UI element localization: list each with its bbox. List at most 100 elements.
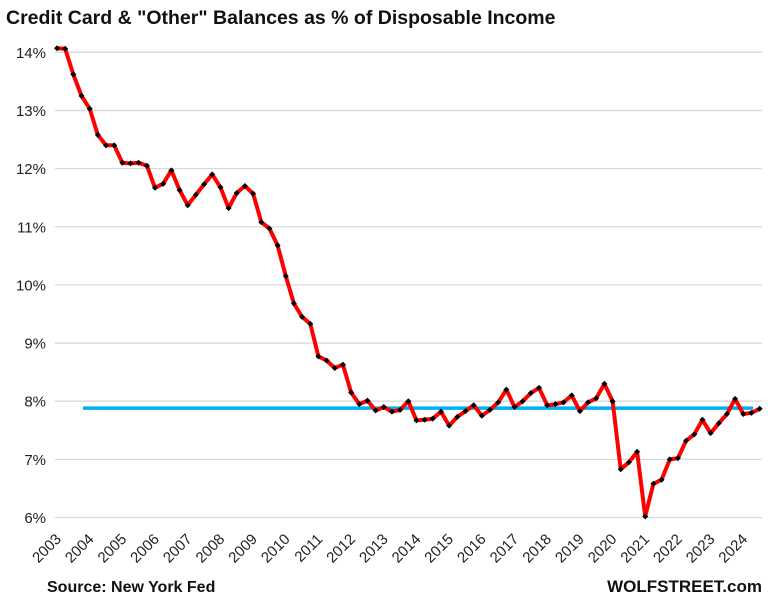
data-point bbox=[282, 273, 289, 280]
data-point bbox=[487, 406, 494, 413]
series-layer bbox=[54, 45, 763, 520]
data-point bbox=[397, 406, 404, 413]
data-point bbox=[568, 392, 575, 399]
data-point bbox=[585, 399, 592, 406]
y-tick-label: 11% bbox=[17, 219, 46, 236]
data-point bbox=[176, 187, 183, 194]
x-tick-label: 2013 bbox=[356, 531, 392, 567]
data-point bbox=[536, 384, 543, 391]
gridlines bbox=[55, 51, 762, 519]
data-point bbox=[241, 183, 248, 190]
data-point bbox=[658, 476, 665, 483]
x-tick-label: 2023 bbox=[683, 531, 719, 567]
data-point bbox=[625, 459, 632, 466]
data-point bbox=[462, 408, 469, 415]
data-point bbox=[446, 422, 453, 429]
data-point bbox=[192, 191, 199, 198]
data-point bbox=[331, 365, 338, 372]
x-tick-label: 2021 bbox=[617, 531, 653, 567]
data-point bbox=[250, 190, 257, 197]
x-tick-label: 2004 bbox=[62, 531, 98, 567]
data-point bbox=[691, 431, 698, 438]
data-point bbox=[299, 313, 306, 320]
x-tick-label: 2020 bbox=[585, 531, 621, 567]
data-point bbox=[168, 167, 175, 174]
data-point bbox=[70, 71, 77, 78]
data-point bbox=[315, 353, 322, 360]
data-point bbox=[413, 417, 420, 424]
chart-title: Credit Card & "Other" Balances as % of D… bbox=[6, 7, 556, 29]
data-point bbox=[388, 408, 395, 415]
data-point bbox=[217, 184, 224, 191]
data-point bbox=[683, 437, 690, 444]
y-tick-label: 13% bbox=[16, 103, 46, 120]
data-point bbox=[119, 159, 126, 166]
y-tick-label: 7% bbox=[24, 452, 46, 469]
x-tick-label: 2009 bbox=[225, 531, 261, 567]
x-tick-label: 2015 bbox=[421, 531, 457, 567]
data-point bbox=[135, 159, 142, 166]
data-point bbox=[54, 45, 60, 52]
source-label: Source: New York Fed bbox=[47, 579, 215, 596]
data-point bbox=[642, 513, 649, 520]
data-point bbox=[184, 202, 191, 209]
data-point bbox=[103, 142, 110, 149]
data-point bbox=[576, 408, 583, 415]
data-point bbox=[511, 404, 518, 411]
x-tick-label: 2019 bbox=[552, 531, 588, 567]
data-point bbox=[233, 190, 240, 197]
x-tick-label: 2007 bbox=[160, 531, 196, 567]
data-point bbox=[593, 395, 600, 402]
data-point bbox=[650, 480, 657, 487]
data-point bbox=[307, 320, 314, 327]
x-tick-label: 2008 bbox=[193, 531, 229, 567]
data-point bbox=[666, 456, 673, 463]
data-point bbox=[732, 395, 739, 402]
data-point bbox=[437, 408, 444, 415]
x-tick-label: 2016 bbox=[454, 531, 490, 567]
data-point bbox=[544, 402, 551, 409]
y-tick-label: 8% bbox=[24, 394, 46, 411]
x-tick-label: 2024 bbox=[715, 531, 751, 567]
data-point bbox=[527, 390, 534, 397]
data-point bbox=[740, 410, 747, 417]
data-point bbox=[470, 402, 477, 409]
data-point bbox=[715, 420, 722, 427]
data-point bbox=[364, 397, 371, 404]
data-point bbox=[552, 401, 559, 408]
y-tick-label: 6% bbox=[24, 510, 46, 527]
x-tick-label: 2005 bbox=[95, 531, 131, 567]
x-tick-label: 2011 bbox=[291, 531, 326, 566]
data-point bbox=[62, 45, 69, 52]
data-point bbox=[94, 131, 101, 138]
data-point bbox=[478, 412, 485, 419]
data-point bbox=[78, 92, 85, 99]
data-point bbox=[201, 181, 208, 188]
data-point bbox=[429, 415, 436, 422]
x-tick-label: 2006 bbox=[127, 531, 163, 567]
y-tick-label: 14% bbox=[16, 45, 46, 62]
data-point bbox=[111, 142, 118, 149]
data-point bbox=[323, 357, 330, 364]
data-point bbox=[258, 219, 265, 226]
data-point bbox=[152, 184, 159, 191]
data-point bbox=[601, 380, 608, 387]
data-point bbox=[266, 225, 273, 232]
data-point bbox=[723, 410, 730, 417]
data-point bbox=[225, 205, 232, 212]
data-point bbox=[634, 448, 641, 455]
data-point bbox=[756, 405, 763, 412]
x-tick-label: 2003 bbox=[29, 531, 65, 567]
data-point bbox=[421, 416, 428, 423]
y-tick-label: 10% bbox=[16, 277, 46, 294]
data-point bbox=[617, 466, 624, 473]
data-point bbox=[454, 413, 461, 420]
data-point bbox=[495, 399, 502, 406]
x-tick-label: 2010 bbox=[258, 531, 294, 567]
x-tick-label: 2014 bbox=[389, 531, 425, 567]
y-tick-label: 9% bbox=[24, 336, 46, 353]
data-point bbox=[348, 389, 355, 396]
data-point bbox=[405, 398, 412, 405]
data-point bbox=[339, 361, 346, 368]
